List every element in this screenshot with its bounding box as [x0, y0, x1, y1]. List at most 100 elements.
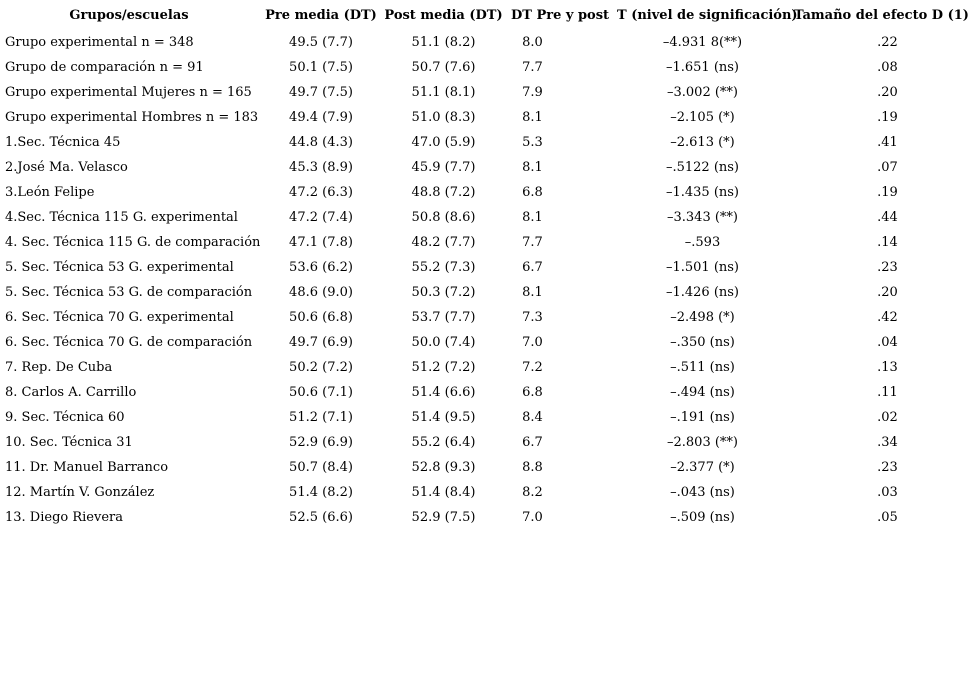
table-row: 7. Rep. De Cuba 50.2 (7.2) 51.2 (7.2) 7.2 –.… [0, 355, 975, 380]
table-row: 3.León Felipe 47.2 (6.3) 48.8 (7.2) 6.8 –1.4… [0, 180, 975, 205]
value-cell: 50.8 (8.6) [411, 210, 476, 225]
group-name-cell: Grupo experimental Hombres n = 183 [5, 110, 259, 125]
value-cell: 45.9 (7.7) [411, 160, 476, 175]
value-cell: .04 [877, 335, 898, 350]
value-cell: –1.501 (ns) [665, 260, 740, 275]
group-name-cell: 6. Sec. Técnica 70 G. experimental [5, 310, 234, 325]
column-header-4: T (nivel de significación) [617, 7, 798, 23]
column-header-2: Post media (DT) [384, 7, 503, 23]
value-cell: –2.105 (*) [670, 110, 735, 125]
value-cell: 47.1 (7.8) [289, 235, 353, 250]
value-cell: 6.7 [522, 435, 543, 450]
value-cell: 7.7 [522, 235, 543, 250]
value-cell: 51.4 (6.6) [411, 385, 476, 400]
table-row: 10. Sec. Técnica 31 52.9 (6.9) 55.2 (6.4) 6… [0, 430, 975, 455]
value-cell: 49.5 (7.7) [289, 35, 353, 50]
value-cell: 7.2 [522, 360, 543, 375]
group-name-cell: Grupo experimental n = 348 [5, 35, 194, 50]
value-cell: –2.377 (*) [670, 460, 735, 475]
group-name-cell: 4. Sec. Técnica 115 G. de comparación [5, 235, 261, 250]
group-name-cell: 5. Sec. Técnica 53 G. experimental [5, 260, 234, 275]
value-cell: 53.6 (6.2) [289, 260, 353, 275]
value-cell: 50.3 (7.2) [411, 285, 476, 300]
value-cell: 51.2 (7.2) [411, 360, 476, 375]
value-cell: 44.8 (4.3) [289, 135, 353, 150]
value-cell: .44 [877, 210, 898, 225]
group-name-cell: 10. Sec. Técnica 31 [5, 435, 133, 450]
value-cell: 51.1 (8.1) [411, 85, 476, 100]
value-cell: –3.002 (**) [667, 85, 738, 100]
value-cell: –2.498 (*) [670, 310, 735, 325]
value-cell: .41 [877, 135, 898, 150]
value-cell: .19 [877, 185, 898, 200]
value-cell: –3.343 (**) [667, 210, 738, 225]
group-name-cell: 1.Sec. Técnica 45 [5, 135, 121, 150]
value-cell: .13 [877, 360, 898, 375]
value-cell: 49.7 (7.5) [289, 85, 353, 100]
value-cell: .20 [877, 85, 898, 100]
value-cell: –2.803 (**) [667, 435, 738, 450]
value-cell: –1.435 (ns) [665, 185, 740, 200]
value-cell: –4.931 8(**) [662, 35, 743, 50]
header-row: Grupos/escuelas Pre media (DT) Post media … [0, 0, 975, 30]
value-cell: 8.8 [522, 460, 543, 475]
value-cell: –.509 (ns) [670, 510, 735, 525]
value-cell: 6.7 [522, 260, 543, 275]
value-cell: 8.1 [522, 210, 543, 225]
table-row: 2.José Ma. Velasco 45.3 (8.9) 45.9 (7.7) 8.… [0, 155, 975, 180]
group-name-cell: Grupo de comparación n = 91 [5, 60, 204, 75]
value-cell: .07 [877, 160, 898, 175]
value-cell: 52.5 (6.6) [289, 510, 353, 525]
table-row: Grupo experimental Hombres n = 183 49.4 (… [0, 105, 975, 130]
group-name-cell: 3.León Felipe [5, 185, 95, 200]
value-cell: –.5122 (ns) [665, 160, 740, 175]
value-cell: 8.1 [522, 160, 543, 175]
table-row: 6. Sec. Técnica 70 G. experimental 50.6 (… [0, 305, 975, 330]
group-name-cell: 7. Rep. De Cuba [5, 360, 113, 375]
value-cell: 51.0 (8.3) [411, 110, 476, 125]
table-row: Grupo experimental n = 348 49.5 (7.7) 51.1… [0, 30, 975, 55]
table-row: 5. Sec. Técnica 53 G. de comparación 48.6… [0, 280, 975, 305]
group-name-cell: 4.Sec. Técnica 115 G. experimental [5, 210, 238, 225]
value-cell: –1.651 (ns) [665, 60, 740, 75]
value-cell: .03 [877, 485, 898, 500]
value-cell: –.043 (ns) [670, 485, 735, 500]
value-cell: .23 [877, 460, 898, 475]
value-cell: 51.4 (8.2) [289, 485, 353, 500]
value-cell: 7.7 [522, 60, 543, 75]
table-head: Grupos/escuelas Pre media (DT) Post media … [0, 0, 975, 30]
value-cell: .23 [877, 260, 898, 275]
table-row: 12. Martín V. González 51.4 (8.2) 51.4 (8.… [0, 480, 975, 505]
value-cell: 51.4 (8.4) [411, 485, 476, 500]
value-cell: –2.613 (*) [670, 135, 735, 150]
value-cell: –.511 (ns) [670, 360, 735, 375]
value-cell: 53.7 (7.7) [411, 310, 476, 325]
value-cell: 8.0 [522, 35, 543, 50]
value-cell: 50.1 (7.5) [289, 60, 353, 75]
value-cell: 50.7 (7.6) [411, 60, 476, 75]
value-cell: .08 [877, 60, 898, 75]
group-name-cell: 6. Sec. Técnica 70 G. de comparación [5, 335, 253, 350]
value-cell: 6.8 [522, 385, 543, 400]
value-cell: .11 [877, 385, 898, 400]
value-cell: 50.2 (7.2) [289, 360, 353, 375]
table-row: 8. Carlos A. Carrillo 50.6 (7.1) 51.4 (6.6… [0, 380, 975, 405]
value-cell: 52.8 (9.3) [411, 460, 476, 475]
table-row: 11. Dr. Manuel Barranco 50.7 (8.4) 52.8 (9… [0, 455, 975, 480]
value-cell: 45.3 (8.9) [289, 160, 353, 175]
column-header-5: Tamaño del efecto D (1) [794, 7, 969, 23]
value-cell: 49.7 (6.9) [289, 335, 353, 350]
table-row: Grupo experimental Mujeres n = 165 49.7 (… [0, 80, 975, 105]
value-cell: –1.426 (ns) [665, 285, 740, 300]
value-cell: –.191 (ns) [670, 410, 735, 425]
value-cell: 5.3 [522, 135, 543, 150]
value-cell: 47.2 (6.3) [289, 185, 353, 200]
group-name-cell: 9. Sec. Técnica 60 [5, 410, 125, 425]
value-cell: .34 [877, 435, 898, 450]
value-cell: 55.2 (6.4) [411, 435, 476, 450]
value-cell: 50.7 (8.4) [289, 460, 353, 475]
value-cell: .05 [877, 510, 898, 525]
value-cell: 50.6 (6.8) [289, 310, 353, 325]
value-cell: 52.9 (7.5) [411, 510, 476, 525]
